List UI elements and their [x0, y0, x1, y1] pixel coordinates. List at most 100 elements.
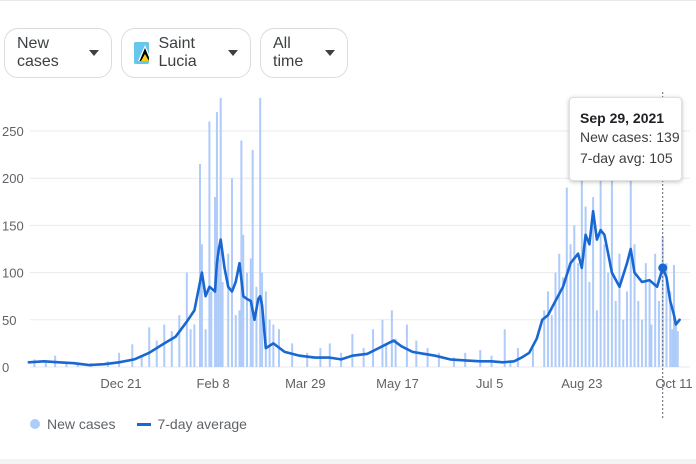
- case-bar: [637, 300, 640, 367]
- case-bar: [603, 244, 606, 367]
- x-tick-label: May 17: [376, 376, 419, 391]
- case-bar: [618, 253, 621, 367]
- case-bar: [531, 348, 534, 367]
- case-bar: [204, 329, 207, 367]
- case-bar: [242, 234, 245, 367]
- case-bar: [65, 363, 68, 367]
- legend-bars-swatch: [30, 419, 40, 429]
- case-bar: [569, 244, 572, 367]
- case-bar: [426, 348, 429, 367]
- case-bar: [148, 327, 151, 367]
- case-bar: [657, 300, 660, 367]
- case-bar: [676, 331, 679, 367]
- case-bar: [227, 253, 230, 367]
- case-bar: [170, 331, 173, 367]
- case-bar: [573, 225, 576, 367]
- tooltip-date: Sep 29, 2021: [580, 110, 665, 126]
- legend-line-swatch: [137, 422, 152, 426]
- case-bar: [610, 131, 613, 367]
- chart-legend: New cases 7-day average: [30, 416, 247, 432]
- time-range-dropdown-label: All time: [273, 35, 304, 70]
- y-tick-label: 100: [2, 266, 24, 281]
- case-bar: [588, 282, 591, 367]
- case-bar: [381, 319, 384, 367]
- case-bar: [240, 140, 243, 367]
- y-tick-label: 0: [2, 360, 9, 375]
- covid-cases-chart[interactable]: 0 50 100 150 200 250 Dec 21 Feb 8 Mar 29 May 17 Ju…: [0, 90, 696, 430]
- case-bar: [633, 244, 636, 367]
- case-bar: [654, 253, 657, 367]
- case-bar: [76, 364, 79, 367]
- x-tick-label: Mar 29: [285, 376, 325, 391]
- case-bar: [259, 97, 262, 368]
- caret-down-icon: [228, 50, 238, 56]
- metric-dropdown[interactable]: New cases: [4, 28, 112, 78]
- case-bar: [249, 258, 252, 367]
- case-bar: [516, 348, 519, 367]
- case-bar: [208, 121, 211, 367]
- case-bar: [614, 300, 617, 367]
- case-bar: [44, 362, 47, 367]
- case-bar: [193, 324, 196, 367]
- case-bar: [251, 149, 254, 367]
- caret-down-icon: [89, 50, 99, 56]
- case-bar: [509, 362, 512, 367]
- hover-point: [658, 263, 668, 273]
- case-bar: [554, 272, 557, 367]
- case-bar: [580, 126, 583, 367]
- case-bar: [629, 154, 632, 367]
- case-bar: [178, 315, 181, 367]
- x-tick-label: Jul 5: [476, 376, 503, 391]
- case-bar: [306, 352, 309, 367]
- case-bar: [234, 315, 237, 367]
- case-bar: [390, 310, 393, 367]
- case-bar: [230, 178, 233, 367]
- case-bar: [291, 343, 294, 367]
- x-tick-label: Oct 11: [655, 376, 692, 391]
- case-bar: [577, 263, 580, 367]
- case-bar: [405, 324, 408, 367]
- case-bar: [199, 164, 201, 367]
- case-bar: [599, 112, 602, 368]
- case-bar: [217, 258, 220, 367]
- case-bar: [669, 291, 672, 367]
- case-bar: [131, 344, 134, 367]
- y-tick-label: 200: [2, 171, 24, 186]
- case-bar: [385, 343, 388, 367]
- case-bar: [546, 291, 549, 367]
- x-tick-label: Dec 21: [100, 376, 141, 391]
- case-bar: [246, 272, 249, 367]
- case-bar: [562, 277, 565, 367]
- chart-tooltip: Sep 29, 2021 New cases: 139 7-day avg: 1…: [569, 97, 682, 181]
- case-bar: [264, 291, 267, 367]
- case-bar: [394, 338, 397, 367]
- location-dropdown[interactable]: Saint Lucia: [121, 28, 251, 78]
- case-bar: [255, 286, 258, 367]
- case-bar: [503, 329, 506, 367]
- case-bar: [328, 343, 331, 367]
- y-tick-label: 50: [2, 313, 16, 328]
- legend-line-label: 7-day average: [157, 416, 247, 432]
- case-bar: [592, 197, 595, 367]
- location-dropdown-label: Saint Lucia: [158, 35, 197, 70]
- caret-down-icon: [325, 50, 335, 56]
- top-divider: [0, 0, 696, 1]
- case-bar: [625, 291, 628, 367]
- case-bar: [372, 329, 375, 367]
- tooltip-7day-avg: 7-day avg: 105: [580, 150, 673, 166]
- time-range-dropdown[interactable]: All time: [260, 28, 348, 78]
- y-tick-label: 250: [2, 124, 24, 139]
- case-bar: [479, 350, 482, 367]
- case-bar: [607, 272, 610, 367]
- case-bar: [219, 97, 222, 368]
- case-bar: [558, 253, 561, 367]
- x-tick-label: Aug 23: [561, 376, 602, 391]
- metric-dropdown-label: New cases: [17, 35, 59, 70]
- case-bar: [644, 263, 647, 367]
- case-bar: [351, 333, 354, 367]
- tooltip-new-cases: New cases: 139: [580, 129, 680, 145]
- case-bar: [648, 282, 651, 367]
- case-bar: [215, 112, 218, 368]
- case-bar: [140, 355, 143, 367]
- case-bar: [641, 319, 644, 367]
